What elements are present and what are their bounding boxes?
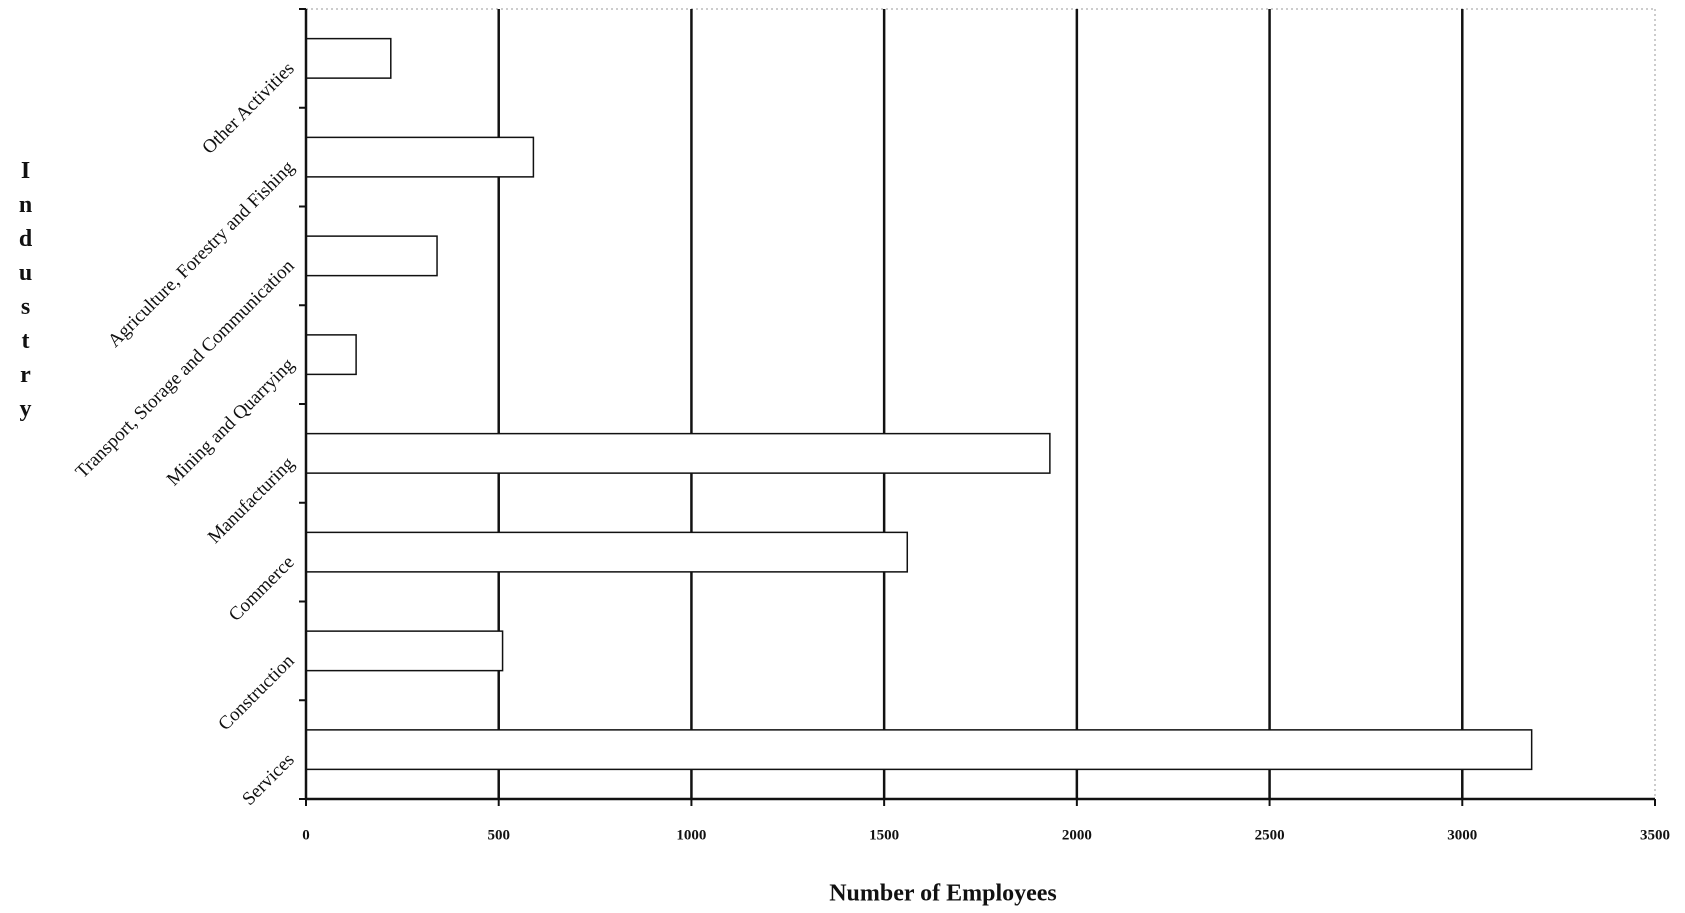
x-tick-label: 2000 <box>1062 827 1092 843</box>
y-axis-label: Industry <box>12 158 38 430</box>
x-tick-label: 1500 <box>869 827 899 843</box>
bar <box>305 630 504 672</box>
bar <box>305 531 909 573</box>
bar <box>305 432 1051 474</box>
x-axis-label: Number of Employees <box>829 881 1057 907</box>
bar <box>305 334 357 376</box>
y-tick-label: Manufacturing <box>204 453 299 548</box>
y-tick-label: Services <box>238 749 298 809</box>
y-tick-label: Other Activities <box>198 58 298 158</box>
bar <box>305 37 392 79</box>
x-tick-label: 0 <box>302 827 310 843</box>
y-tick-label: Construction <box>214 650 299 735</box>
x-tick-label: 3500 <box>1640 827 1670 843</box>
bar <box>305 235 438 277</box>
y-tick-label: Agriculture, Forestry and Fishing <box>104 157 299 352</box>
y-tick-label: Transport, Storage and Communication <box>72 255 299 482</box>
bar <box>305 136 535 178</box>
x-tick-label: 500 <box>487 827 510 843</box>
bar <box>305 729 1533 771</box>
x-tick-label: 2500 <box>1255 827 1285 843</box>
x-tick-label: 3000 <box>1447 827 1477 843</box>
y-tick-label: Commerce <box>225 552 299 626</box>
x-tick-label: 1000 <box>676 827 706 843</box>
